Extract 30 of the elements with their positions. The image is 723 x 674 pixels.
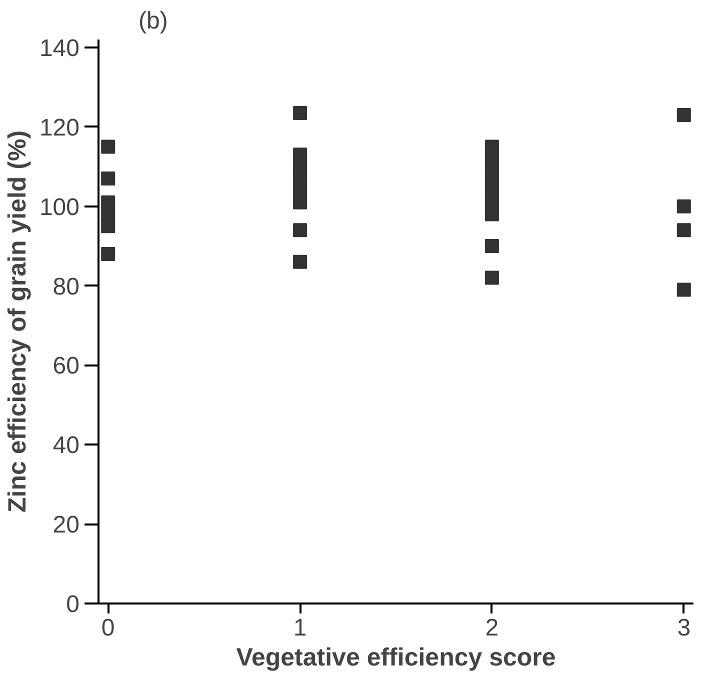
y-tick-label: 40 (52, 432, 80, 460)
point (676, 199, 691, 214)
x-tick-label: 3 (677, 614, 691, 642)
point (293, 223, 308, 238)
point (676, 223, 691, 238)
y-tick-label: 120 (39, 114, 80, 142)
point (484, 239, 499, 254)
y-tick-label: 0 (66, 591, 80, 618)
chart-title: (b) (138, 8, 168, 34)
point (101, 172, 116, 186)
x-tick-label: 1 (293, 614, 307, 642)
x-axis-title: Vegetative efficiency score (236, 644, 556, 672)
point (676, 108, 691, 122)
point (101, 140, 116, 154)
point (293, 106, 308, 120)
y-tick-label: 140 (39, 34, 80, 62)
y-tick-label: 80 (52, 273, 80, 300)
point (293, 254, 308, 269)
point (484, 207, 499, 222)
point (484, 270, 499, 285)
point (676, 282, 691, 297)
y-tick-label: 60 (52, 352, 80, 380)
y-axis-title: Zinc efficiency of grain yield (%) (3, 130, 32, 513)
x-tick-label: 2 (485, 614, 499, 642)
point (101, 219, 116, 234)
point (101, 246, 116, 261)
point (293, 195, 308, 210)
y-tick-label: 20 (52, 512, 80, 539)
x-tick-label: 0 (101, 614, 115, 642)
y-tick-label: 100 (39, 194, 80, 221)
